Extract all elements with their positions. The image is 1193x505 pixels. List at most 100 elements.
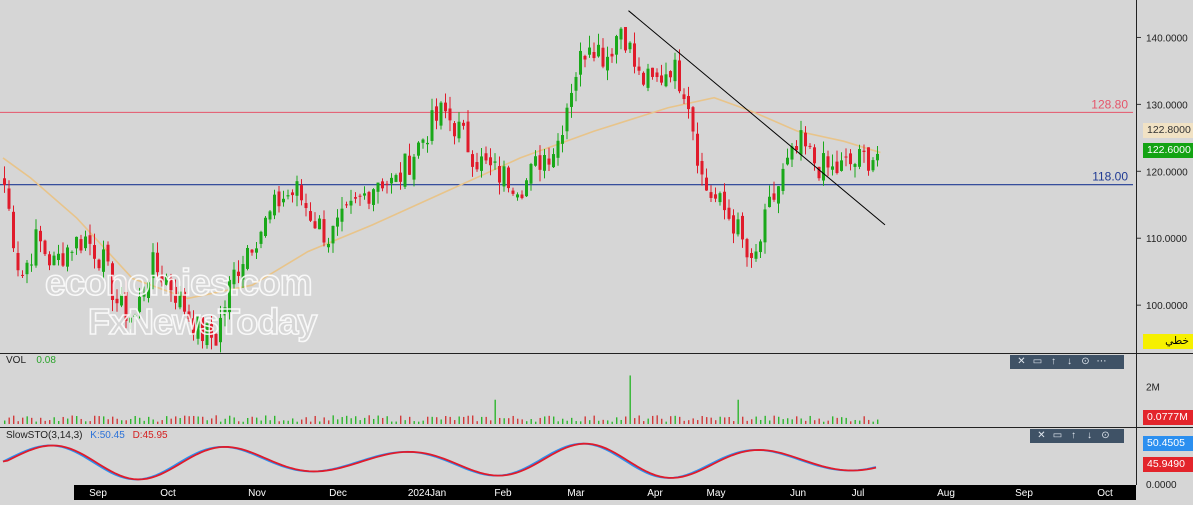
candle-body [799, 130, 803, 155]
volume-bar [724, 417, 726, 424]
move-up-icon[interactable]: ↑ [1071, 430, 1076, 441]
volume-bar [256, 417, 258, 424]
volume-bar [454, 420, 456, 424]
volume-bar [490, 420, 492, 424]
candle-body [340, 208, 344, 222]
volume-bar [364, 417, 366, 424]
move-down-icon[interactable]: ↓ [1087, 430, 1092, 441]
candle-body [489, 157, 492, 166]
volume-bar [832, 416, 834, 424]
candle-body [664, 74, 668, 87]
window-icon[interactable]: ▭ [1032, 356, 1043, 367]
candle-body [574, 76, 578, 91]
volume-bar [706, 417, 708, 424]
candle-body [115, 298, 119, 304]
candle-body [61, 253, 65, 266]
move-up-icon[interactable]: ↑ [1051, 356, 1056, 367]
candle-body [777, 186, 780, 204]
close-icon[interactable]: ✕ [1017, 356, 1026, 367]
candle-body [268, 211, 272, 220]
candle-body [66, 247, 69, 267]
candle-body [318, 218, 321, 230]
volume-bar [719, 416, 721, 424]
volume-bar [863, 416, 865, 424]
candle-body [52, 255, 56, 266]
candle-body [214, 333, 218, 346]
volume-bar [67, 418, 69, 424]
more-icon[interactable]: ⋯ [1096, 356, 1107, 367]
volume-bar [116, 418, 118, 424]
candle-body [858, 148, 861, 167]
candle-body [196, 316, 200, 339]
volume-bar [589, 420, 591, 424]
volume-bar [53, 417, 55, 424]
settings-icon[interactable]: ⊙ [1081, 356, 1090, 367]
volume-bar [85, 421, 87, 424]
watermark-economies: economies.com [45, 262, 312, 303]
candle-body [732, 215, 735, 234]
candle-body [282, 198, 285, 203]
candle-body [232, 269, 236, 285]
x-tick-label: May [707, 488, 726, 499]
drawing-tag[interactable]: خطي [1143, 334, 1193, 349]
volume-bar [710, 417, 712, 424]
candle-body [331, 225, 335, 244]
volume-bar [436, 417, 438, 424]
volume-bar [274, 415, 276, 424]
volume-bar [220, 421, 222, 424]
support-label: 118.00 [1092, 170, 1128, 184]
stoch-k-tag: 50.4505 [1143, 436, 1193, 451]
x-tick-label: Oct [160, 488, 176, 499]
candle-body [277, 191, 281, 207]
volume-bar [679, 416, 681, 424]
candle-body [813, 147, 816, 164]
candle-body [187, 311, 191, 320]
candle-body [372, 189, 375, 205]
candle-body [786, 157, 789, 165]
candle-body [147, 282, 150, 298]
volume-bar [314, 415, 316, 424]
volume-bar [341, 417, 343, 424]
candle-body [556, 140, 560, 158]
candle-body [241, 264, 245, 280]
volume-bar [782, 419, 784, 424]
volume-bar [310, 421, 312, 424]
candle-body [210, 324, 213, 338]
volume-bar [440, 419, 442, 424]
volume-bar [400, 415, 402, 424]
candle-body [826, 156, 830, 168]
settings-icon[interactable]: ⊙ [1101, 430, 1110, 441]
candle-body [619, 28, 623, 40]
candle-body [142, 293, 146, 297]
volume-bar [773, 415, 775, 424]
candle-body [876, 153, 879, 161]
window-icon[interactable]: ▭ [1052, 430, 1063, 441]
candle-body [691, 107, 695, 132]
volume-bar [260, 420, 262, 424]
move-down-icon[interactable]: ↓ [1067, 356, 1072, 367]
stoch-y-tick: 0.0000 [1146, 480, 1177, 491]
stochastic-d-label: D:45.95 [132, 430, 168, 441]
volume-bar [139, 417, 141, 424]
volume-bar [166, 416, 168, 424]
volume-bar [512, 415, 514, 424]
candle-body [754, 251, 758, 259]
close-icon[interactable]: ✕ [1037, 430, 1046, 441]
volume-bar [89, 421, 91, 424]
candle-body [30, 264, 33, 266]
candle-body [120, 294, 123, 306]
candle-body [111, 263, 114, 300]
candle-body [79, 239, 83, 251]
volume-pane-toolbar: ✕ ▭ ↑ ↓ ⊙ ⋯ [1010, 355, 1124, 369]
volume-bar [616, 417, 618, 424]
volume-bar [278, 421, 280, 424]
candle-body [763, 209, 767, 243]
candle-body [547, 158, 551, 165]
volume-bar [539, 417, 541, 424]
volume-bar [445, 416, 447, 424]
volume-bar [292, 418, 294, 424]
candle-body [201, 317, 204, 342]
candle-body [399, 172, 402, 182]
